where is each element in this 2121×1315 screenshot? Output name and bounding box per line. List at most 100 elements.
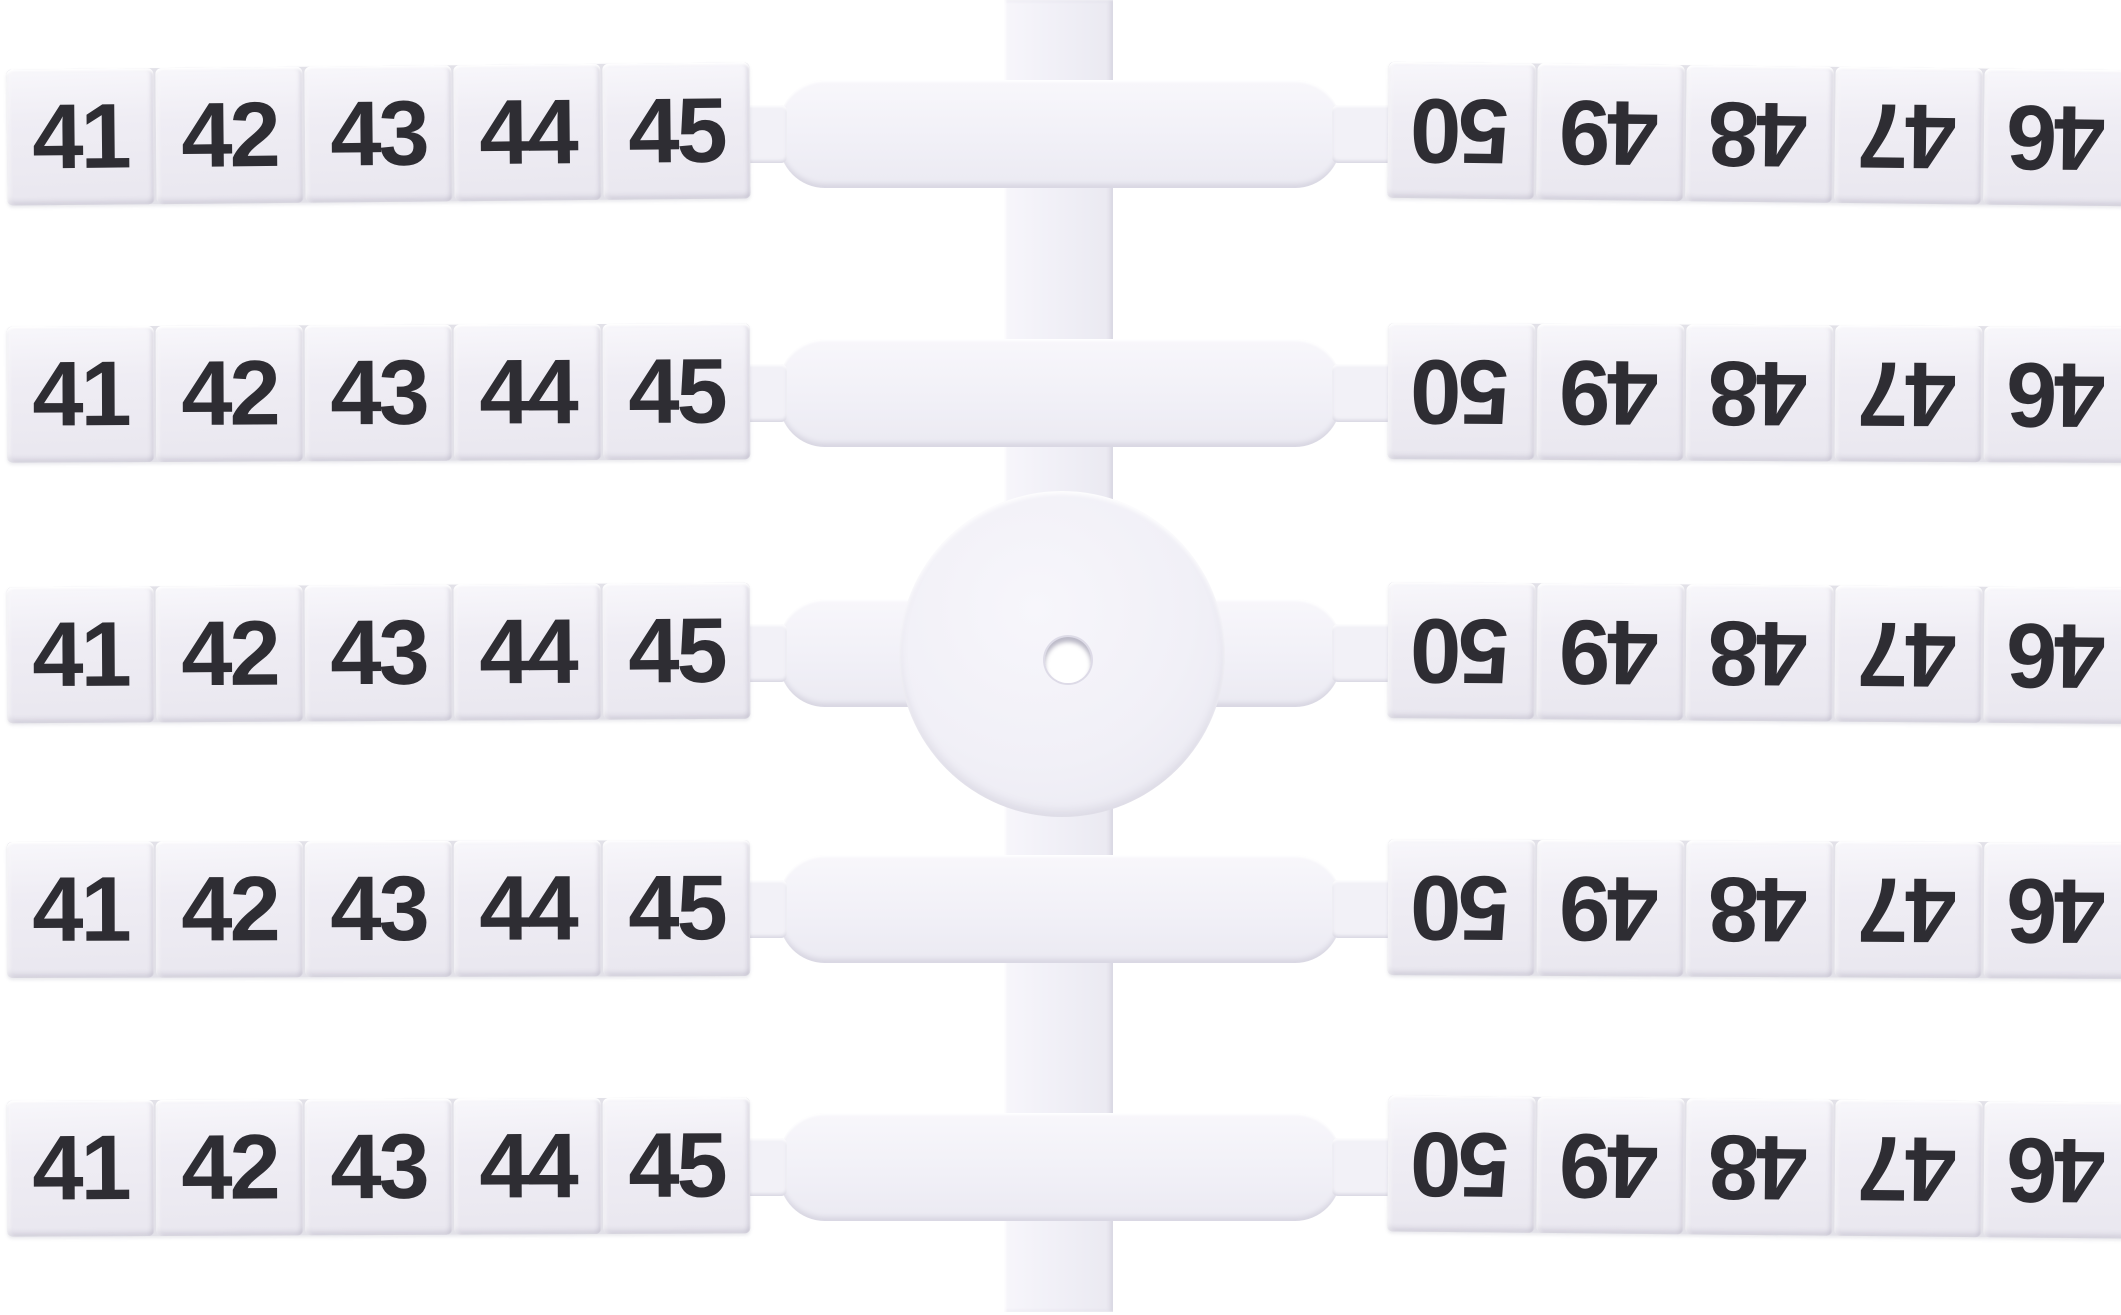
sprue-center-hole	[1045, 637, 1091, 683]
marker-number: 48	[1710, 1115, 1809, 1219]
marker-tag: 47	[1834, 841, 1983, 979]
sprue-neck-right	[1332, 1138, 1394, 1196]
marker-number: 50	[1413, 340, 1510, 443]
marker-number: 47	[1859, 602, 1958, 706]
marker-number: 43	[329, 82, 428, 186]
sprue-neck-right	[1332, 880, 1394, 938]
marker-tag: 49	[1536, 323, 1685, 461]
marker-number: 44	[479, 341, 576, 444]
marker-number: 45	[627, 79, 726, 183]
marker-number: 46	[2008, 85, 2107, 189]
marker-tag: 45	[602, 840, 751, 977]
marker-number: 48	[1710, 601, 1809, 705]
marker-number: 42	[181, 602, 278, 706]
marker-tag: 43	[304, 65, 453, 203]
marker-tag: 41	[6, 325, 155, 463]
marker-tag: 49	[1536, 583, 1685, 721]
sprue-center-disc	[899, 491, 1225, 817]
marker-number: 43	[330, 601, 427, 705]
marker-tag: 46	[1983, 586, 2121, 724]
marker-number: 44	[479, 1115, 576, 1218]
marker-number: 45	[628, 599, 725, 703]
marker-number: 41	[32, 603, 129, 707]
marker-tag: 48	[1685, 324, 1834, 462]
marker-number: 46	[2008, 1118, 2107, 1222]
marker-tag: 44	[453, 1098, 602, 1235]
marker-number: 43	[330, 341, 427, 445]
marker-tag: 41	[6, 586, 155, 724]
sprue-runner-arm	[779, 339, 1341, 447]
marker-tag: 46	[1983, 1101, 2121, 1239]
marker-tag: 43	[304, 1098, 453, 1236]
marker-strip-right: 50 49 48 47 46	[1387, 323, 2121, 463]
marker-number: 44	[479, 857, 576, 960]
marker-tag: 45	[602, 323, 751, 461]
marker-tag: 46	[1983, 68, 2121, 207]
marker-number: 45	[628, 857, 725, 960]
marker-strip-right: 50 49 48 47 46	[1387, 1095, 2121, 1239]
marker-tag: 47	[1834, 325, 1983, 463]
marker-number: 46	[2009, 343, 2106, 446]
marker-number: 50	[1412, 599, 1511, 703]
marker-strip-left: 41 42 43 44 45	[6, 582, 751, 724]
marker-tag: 43	[304, 584, 453, 722]
marker-tag: 50	[1387, 582, 1536, 720]
marker-tag: 46	[1983, 842, 2121, 979]
marker-number: 44	[479, 600, 576, 704]
marker-number: 43	[330, 857, 427, 961]
marker-tag: 44	[453, 63, 602, 202]
sprue-neck-right	[1332, 364, 1394, 422]
marker-number: 48	[1711, 341, 1808, 445]
marker-number: 45	[628, 340, 725, 443]
marker-tag: 46	[1983, 326, 2121, 463]
marker-strip-left: 41 42 43 44 45	[6, 1097, 751, 1237]
marker-tag: 42	[155, 325, 304, 462]
sprue-neck-right	[1332, 624, 1394, 682]
marker-number: 46	[2009, 859, 2106, 962]
marker-number: 48	[1710, 82, 1809, 186]
marker-tag: 50	[1387, 323, 1536, 460]
marker-tag: 42	[155, 841, 304, 978]
marker-tag: 42	[155, 66, 304, 205]
sprue-runner-arm	[779, 855, 1341, 963]
marker-tag: 41	[6, 841, 155, 978]
marker-number: 41	[31, 85, 130, 189]
marker-tag: 48	[1685, 840, 1834, 978]
marker-strip-left: 41 42 43 44 45	[6, 840, 751, 978]
marker-number: 49	[1562, 856, 1659, 960]
marker-tag: 45	[602, 1097, 751, 1235]
marker-number: 47	[1860, 342, 1957, 446]
marker-tag: 42	[155, 1099, 304, 1236]
sprue-runner-arm	[779, 80, 1341, 188]
marker-tag: 44	[453, 583, 602, 721]
marker-number: 47	[1859, 1116, 1958, 1220]
marker-number: 50	[1413, 856, 1510, 959]
marker-strip-left: 41 42 43 44 45	[6, 62, 751, 206]
marker-tag: 47	[1834, 66, 1983, 205]
marker-tag: 48	[1685, 584, 1834, 722]
marker-number: 45	[628, 1114, 725, 1217]
marker-tag: 49	[1536, 839, 1685, 977]
marker-number: 49	[1562, 340, 1659, 444]
marker-tag: 42	[155, 585, 304, 723]
marker-number: 50	[1412, 1112, 1511, 1216]
marker-tag: 45	[602, 62, 751, 200]
marker-number: 42	[180, 83, 279, 187]
marker-number: 49	[1561, 80, 1660, 184]
marker-number: 49	[1561, 600, 1660, 704]
sprue-runner-arm	[779, 1113, 1341, 1221]
marker-tag: 48	[1685, 1098, 1834, 1236]
sprue-neck-right	[1332, 105, 1394, 163]
marker-tag: 49	[1536, 1096, 1685, 1235]
marker-tag: 45	[602, 582, 751, 720]
marker-strip-left: 41 42 43 44 45	[6, 323, 751, 463]
marker-tag: 44	[453, 324, 602, 461]
marker-tag: 47	[1834, 1099, 1983, 1238]
marker-tag: 50	[1387, 839, 1536, 976]
marker-tag: 41	[6, 1099, 155, 1237]
marker-tag: 50	[1387, 1095, 1536, 1233]
marker-number: 41	[32, 1117, 129, 1220]
marker-number: 48	[1711, 857, 1808, 961]
marker-number: 46	[2008, 603, 2107, 707]
